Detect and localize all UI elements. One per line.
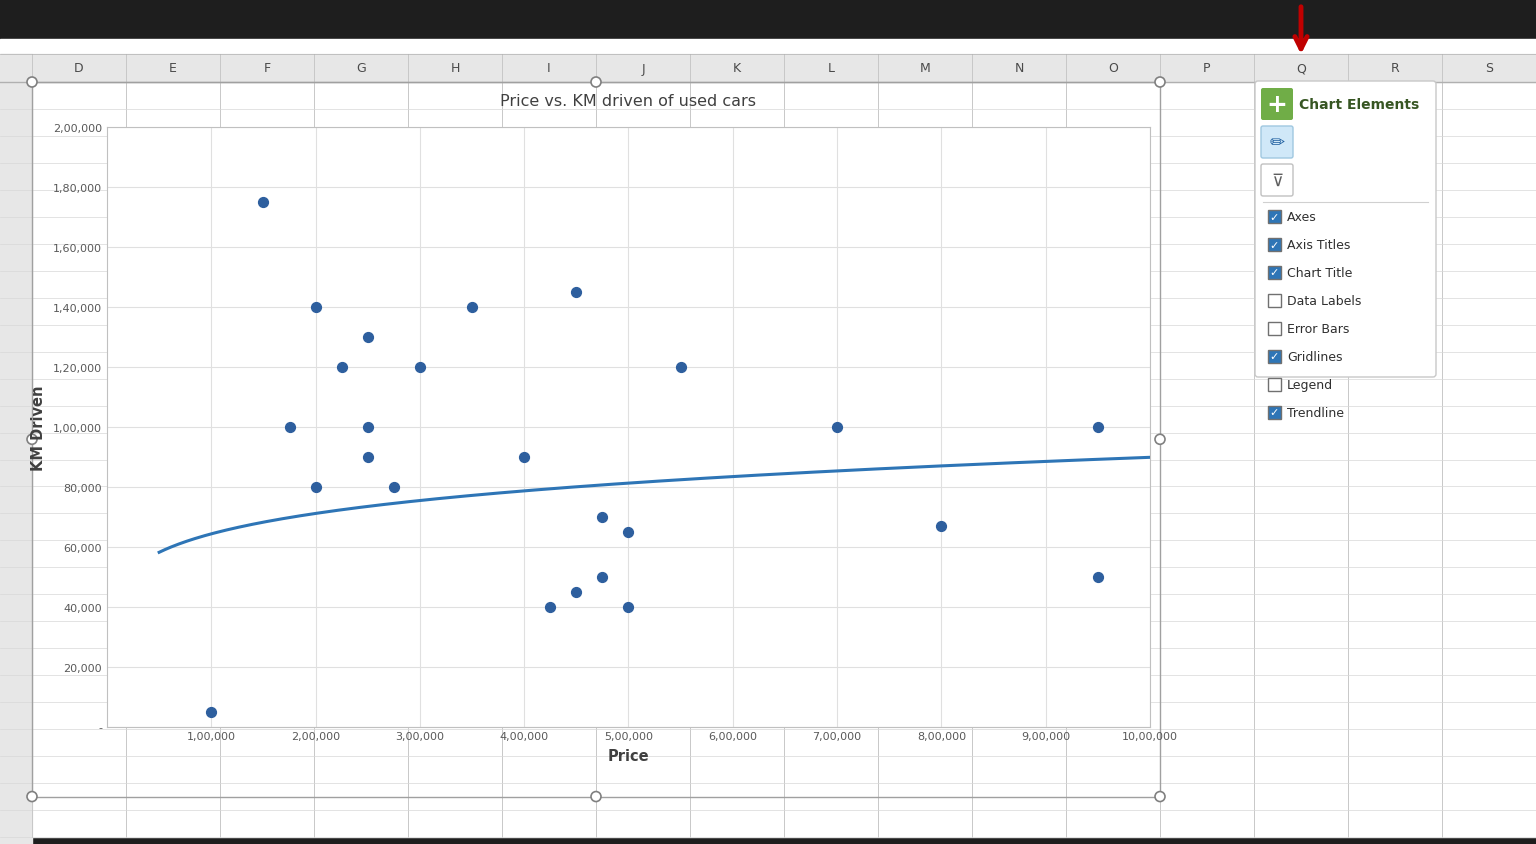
Point xyxy=(355,451,379,464)
Text: O: O xyxy=(1107,62,1118,75)
Circle shape xyxy=(28,792,37,802)
Point xyxy=(590,511,614,524)
Bar xyxy=(1269,322,1281,336)
Point xyxy=(511,451,536,464)
FancyBboxPatch shape xyxy=(1261,127,1293,159)
Text: Data Labels: Data Labels xyxy=(1287,295,1361,307)
Bar xyxy=(1269,267,1281,279)
Point xyxy=(355,331,379,344)
Text: G: G xyxy=(356,62,366,75)
Point xyxy=(276,420,301,434)
X-axis label: Price: Price xyxy=(608,749,650,764)
Bar xyxy=(1269,407,1281,419)
Circle shape xyxy=(1155,78,1164,88)
Point xyxy=(407,360,432,374)
Text: N: N xyxy=(1014,62,1023,75)
Text: +: + xyxy=(1267,93,1287,116)
FancyBboxPatch shape xyxy=(1255,82,1436,377)
Point xyxy=(381,480,406,494)
Text: E: E xyxy=(169,62,177,75)
Text: Legend: Legend xyxy=(1287,379,1333,392)
Point xyxy=(252,196,276,209)
Text: ✓: ✓ xyxy=(1270,352,1279,362)
Text: J: J xyxy=(641,62,645,75)
FancyBboxPatch shape xyxy=(1261,89,1293,121)
Point xyxy=(564,286,588,300)
Point xyxy=(590,571,614,584)
Text: P: P xyxy=(1203,62,1210,75)
Circle shape xyxy=(1155,435,1164,445)
FancyBboxPatch shape xyxy=(1261,165,1293,197)
Text: ⊽: ⊽ xyxy=(1270,172,1283,190)
Point xyxy=(1086,571,1111,584)
Bar xyxy=(32,83,1160,797)
Circle shape xyxy=(28,78,37,88)
Text: Chart Elements: Chart Elements xyxy=(1299,98,1419,112)
Point xyxy=(303,300,327,314)
Circle shape xyxy=(1155,792,1164,802)
Bar xyxy=(1269,379,1281,392)
Text: Q: Q xyxy=(1296,62,1306,75)
Point xyxy=(564,585,588,598)
Point xyxy=(668,360,693,374)
Text: ✓: ✓ xyxy=(1270,268,1279,279)
Bar xyxy=(1269,295,1281,307)
Point xyxy=(616,525,641,538)
Bar xyxy=(0,0,1536,40)
Bar xyxy=(0,55,32,844)
Circle shape xyxy=(28,435,37,445)
Bar xyxy=(0,55,1536,83)
Point xyxy=(355,420,379,434)
Bar xyxy=(1269,211,1281,224)
Text: L: L xyxy=(828,62,834,75)
Y-axis label: KM Driven: KM Driven xyxy=(31,385,46,470)
Text: Axis Titles: Axis Titles xyxy=(1287,239,1350,252)
Bar xyxy=(0,837,1536,844)
Text: D: D xyxy=(74,62,84,75)
Text: Axes: Axes xyxy=(1287,211,1316,224)
Text: ✓: ✓ xyxy=(1270,408,1279,418)
Text: Chart Title: Chart Title xyxy=(1287,267,1352,279)
Circle shape xyxy=(591,78,601,88)
Text: Gridlines: Gridlines xyxy=(1287,350,1342,364)
Text: I: I xyxy=(547,62,551,75)
Point xyxy=(303,480,327,494)
Text: K: K xyxy=(733,62,740,75)
Text: ✓: ✓ xyxy=(1270,212,1279,222)
Text: Trendline: Trendline xyxy=(1287,407,1344,419)
Text: Price vs. KM driven of used cars: Price vs. KM driven of used cars xyxy=(501,94,757,108)
Text: S: S xyxy=(1485,62,1493,75)
Bar xyxy=(1269,239,1281,252)
Circle shape xyxy=(591,792,601,802)
Bar xyxy=(1269,350,1281,364)
Text: M: M xyxy=(920,62,931,75)
Point xyxy=(1086,420,1111,434)
Text: Error Bars: Error Bars xyxy=(1287,322,1349,336)
Text: F: F xyxy=(264,62,270,75)
Text: ✏: ✏ xyxy=(1269,134,1284,152)
Text: ✓: ✓ xyxy=(1270,241,1279,250)
Point xyxy=(538,600,562,614)
Point xyxy=(329,360,353,374)
Point xyxy=(825,420,849,434)
Point xyxy=(929,519,954,533)
Point xyxy=(200,705,224,718)
Text: H: H xyxy=(450,62,459,75)
Point xyxy=(459,300,484,314)
Text: R: R xyxy=(1390,62,1399,75)
Point xyxy=(616,600,641,614)
